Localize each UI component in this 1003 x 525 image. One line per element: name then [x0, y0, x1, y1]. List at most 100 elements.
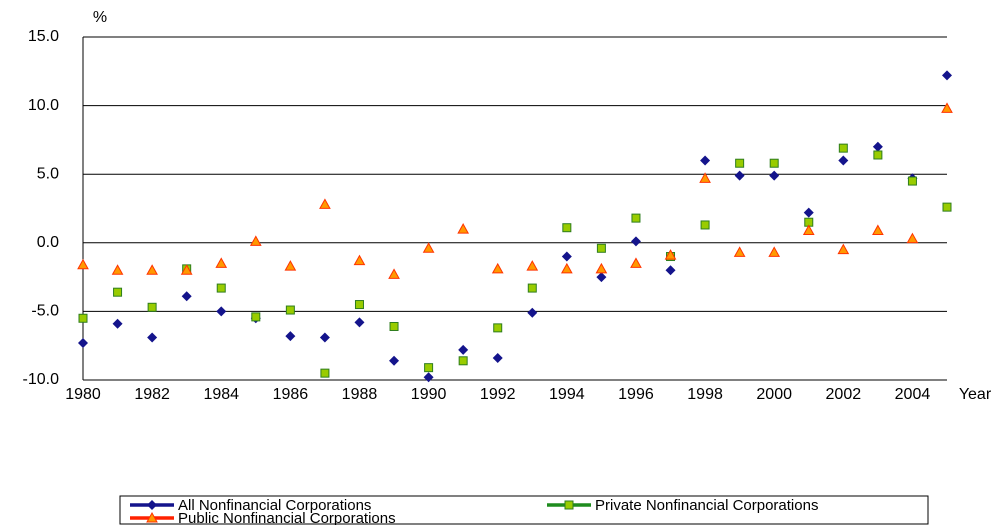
point [424, 363, 434, 373]
point [353, 254, 366, 266]
point [320, 368, 330, 378]
point [491, 262, 504, 274]
point [458, 356, 468, 366]
point [527, 307, 538, 318]
x-axis-label: Year [959, 386, 992, 403]
point [249, 235, 262, 246]
y-tick-label: 10.0 [28, 97, 59, 114]
point [595, 262, 608, 274]
point [733, 246, 746, 257]
point [803, 207, 814, 218]
point [147, 302, 157, 312]
point [735, 158, 745, 168]
point [319, 198, 331, 209]
point [700, 220, 710, 230]
y-tick-label: 0.0 [37, 234, 59, 251]
y-tick-label: 15.0 [28, 28, 59, 45]
point [665, 265, 676, 276]
point [354, 300, 364, 310]
point [838, 155, 849, 166]
point [285, 331, 296, 342]
y-unit-label: % [93, 9, 107, 26]
point [942, 70, 952, 81]
point [631, 213, 641, 223]
x-tick-label: 2000 [756, 386, 792, 403]
point [422, 242, 435, 253]
point [354, 317, 365, 328]
point [700, 155, 711, 166]
point [769, 158, 779, 168]
point [146, 511, 158, 523]
point [389, 321, 399, 331]
point [837, 243, 850, 255]
point [769, 170, 780, 181]
point [941, 102, 953, 113]
point [527, 283, 537, 293]
x-tick-label: 1986 [273, 386, 309, 403]
point [284, 260, 297, 271]
y-tick-label: -5.0 [31, 303, 59, 320]
point [560, 262, 573, 274]
point [113, 287, 123, 297]
legend-label: Public Nonfinancial Corporations [178, 510, 396, 525]
point [216, 306, 227, 317]
point [630, 257, 642, 268]
point [319, 332, 330, 343]
point [526, 260, 539, 271]
x-tick-label: 1984 [203, 386, 239, 403]
point [630, 236, 641, 247]
point [734, 170, 745, 181]
point [768, 246, 781, 257]
point [493, 323, 503, 333]
point [146, 264, 158, 275]
point [423, 372, 434, 383]
point [112, 318, 123, 329]
point [78, 337, 88, 348]
point [664, 249, 677, 260]
point [942, 202, 952, 212]
point [838, 143, 848, 153]
x-tick-label: 2002 [826, 386, 862, 403]
x-tick-label: 1992 [480, 386, 516, 403]
point [596, 243, 606, 253]
point [77, 258, 89, 270]
point [251, 312, 261, 322]
x-tick-label: 1988 [342, 386, 378, 403]
point [111, 264, 124, 275]
point [873, 150, 883, 160]
point [872, 224, 884, 235]
y-tick-label: -10.0 [23, 371, 60, 388]
point [872, 141, 883, 152]
point [562, 223, 572, 233]
point [215, 257, 228, 268]
point [389, 355, 400, 366]
legend-label: All Nonfinancial Corporations [178, 497, 371, 514]
x-tick-label: 1980 [65, 386, 101, 403]
point [457, 223, 470, 234]
y-tick-label: 5.0 [37, 165, 59, 182]
x-tick-label: 1990 [411, 386, 447, 403]
point [561, 251, 572, 262]
point [596, 272, 607, 283]
point [147, 500, 157, 510]
point [388, 268, 400, 279]
point [147, 332, 158, 343]
point [181, 291, 192, 302]
x-tick-label: 2004 [895, 386, 931, 403]
point [78, 313, 88, 323]
x-tick-label: 1982 [134, 386, 170, 403]
x-tick-label: 1998 [687, 386, 723, 403]
point [285, 305, 295, 315]
point [216, 283, 226, 293]
point [458, 344, 469, 355]
point [906, 232, 919, 244]
point [180, 264, 193, 275]
point [699, 172, 711, 183]
point [492, 353, 503, 364]
legend-box [119, 495, 929, 525]
x-tick-label: 1994 [549, 386, 585, 403]
legend-label: Private Nonfinancial Corporations [595, 497, 818, 514]
x-tick-label: 1996 [618, 386, 654, 403]
